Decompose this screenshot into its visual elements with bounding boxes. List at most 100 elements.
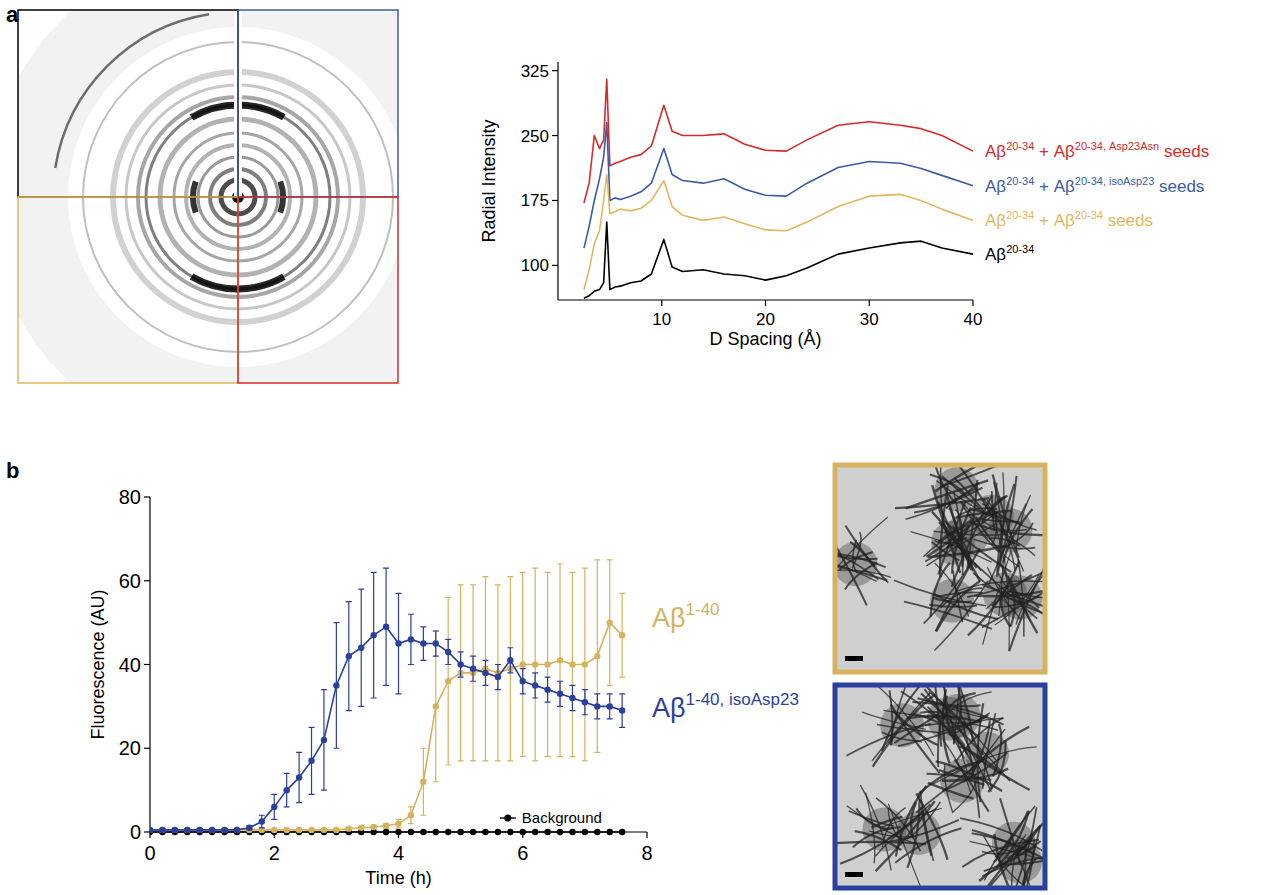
error-bar xyxy=(482,577,488,761)
y-tick xyxy=(144,831,150,832)
point xyxy=(296,774,302,780)
point xyxy=(221,827,227,833)
error-bar xyxy=(271,794,277,819)
point xyxy=(544,829,550,835)
point xyxy=(358,645,364,651)
fibril xyxy=(984,806,1035,881)
figure: ab10017525032510203040D Spacing (Å)Radia… xyxy=(0,0,1270,895)
point xyxy=(259,818,265,824)
point xyxy=(582,829,588,835)
y-axis xyxy=(557,62,558,300)
point xyxy=(395,829,401,835)
point xyxy=(569,661,575,667)
fibril xyxy=(856,808,890,829)
micrograph-frame xyxy=(835,685,1045,888)
error-bar xyxy=(458,652,464,677)
error-bar xyxy=(420,748,426,815)
y-axis-title: Fluorescence (AU) xyxy=(88,589,108,739)
error-bar xyxy=(333,623,339,749)
series xyxy=(584,222,973,298)
y-tick xyxy=(144,496,150,497)
point xyxy=(544,686,550,692)
x-tick-label: 40 xyxy=(964,310,983,329)
error-bar xyxy=(458,585,464,761)
error-bar xyxy=(495,585,501,761)
plot-area xyxy=(584,79,973,298)
point xyxy=(308,758,314,764)
series-label: Aβ20-34 + Aβ20-34, isoAsp23 seeds xyxy=(985,175,1204,196)
point xyxy=(507,657,513,663)
point xyxy=(159,827,165,833)
fibril xyxy=(1000,798,1021,865)
text-run: seeds xyxy=(1103,211,1153,230)
point xyxy=(557,657,563,663)
error-bar xyxy=(569,685,575,710)
text-run: Aβ xyxy=(985,142,1006,161)
text-run: Aβ xyxy=(652,603,686,633)
superscript: 20-34 xyxy=(1006,243,1034,255)
fibril xyxy=(976,517,1019,567)
point xyxy=(308,827,314,833)
fibril xyxy=(933,598,972,602)
error-bar xyxy=(545,572,551,756)
point xyxy=(445,678,451,684)
point xyxy=(184,827,190,833)
meridional-arc xyxy=(55,14,209,168)
series xyxy=(150,568,625,833)
quadrant-frame xyxy=(238,10,398,197)
x-tick-label: 4 xyxy=(393,842,404,864)
error-bar xyxy=(383,568,389,685)
y-tick-label: 325 xyxy=(521,62,549,81)
point xyxy=(408,829,414,835)
series xyxy=(150,560,625,833)
quadrant-frame xyxy=(18,197,238,383)
fibril xyxy=(960,818,1042,851)
fibril xyxy=(925,534,963,561)
point xyxy=(172,827,178,833)
point xyxy=(395,640,401,646)
fibril xyxy=(840,811,924,864)
text-run: seeds xyxy=(1154,177,1204,196)
series xyxy=(584,123,973,248)
point xyxy=(321,737,327,743)
y-tick xyxy=(144,664,150,665)
superscript: 20-34 xyxy=(1075,209,1103,221)
point xyxy=(321,827,327,833)
fibril xyxy=(995,575,1039,625)
point xyxy=(150,827,153,833)
point xyxy=(495,829,501,835)
point xyxy=(433,829,439,835)
point xyxy=(209,827,215,833)
error-bar xyxy=(470,585,476,761)
error-bar xyxy=(557,681,563,706)
error-bar xyxy=(433,631,439,656)
error-bar xyxy=(396,819,402,827)
point xyxy=(532,682,538,688)
text-run: + Aβ xyxy=(1034,142,1075,161)
superscript: 20-34, isoAsp23 xyxy=(1075,175,1155,187)
series-line xyxy=(150,627,622,830)
point xyxy=(197,827,203,833)
x-tick xyxy=(646,832,647,838)
micrograph xyxy=(831,669,1061,895)
superscript: 20-34 xyxy=(1006,175,1034,187)
superscript: 1-40, isoAsp23 xyxy=(686,690,799,709)
x-tick-label: 10 xyxy=(652,310,671,329)
point xyxy=(370,632,376,638)
point xyxy=(557,691,563,697)
error-bar xyxy=(607,560,613,686)
fibril xyxy=(954,685,960,743)
point xyxy=(520,829,526,835)
series-line xyxy=(584,222,973,298)
point xyxy=(346,653,352,659)
point xyxy=(395,820,401,826)
x-tick-label: 30 xyxy=(860,310,879,329)
series-line xyxy=(584,79,973,203)
error-bar xyxy=(619,694,625,728)
point xyxy=(420,640,426,646)
error-bar xyxy=(445,639,451,664)
point xyxy=(433,640,439,646)
error-bar xyxy=(569,572,575,756)
point xyxy=(457,829,463,835)
x-tick-label: 2 xyxy=(269,842,280,864)
